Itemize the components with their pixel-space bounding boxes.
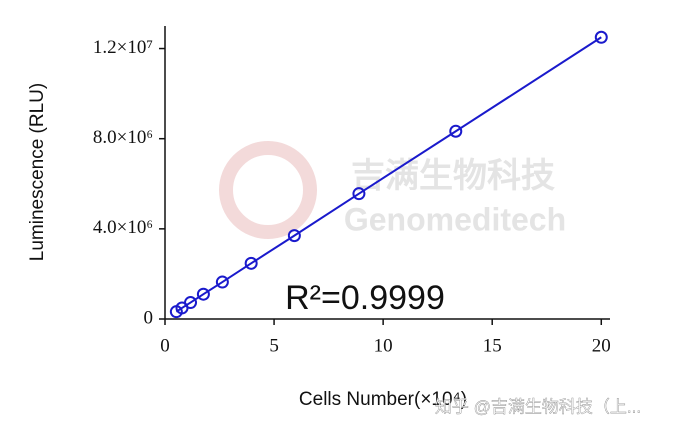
- data-point: [287, 229, 301, 243]
- y-tick-label: 1.2×10⁷: [93, 37, 153, 58]
- data-point: [449, 124, 463, 138]
- x-tick-label: 15: [483, 335, 502, 356]
- data-point: [184, 296, 198, 310]
- watermark: Genomeditech: [344, 201, 566, 237]
- x-tick-label: 20: [592, 335, 611, 356]
- x-tick-label: 5: [269, 335, 279, 356]
- data-point: [244, 256, 258, 270]
- watermark-logo: [219, 141, 317, 239]
- y-tick-label: 0: [144, 307, 154, 328]
- x-tick-label: 10: [374, 335, 393, 356]
- data-point: [215, 275, 229, 289]
- watermark: 知乎 @吉满生物科技（上...: [435, 397, 641, 416]
- y-tick-label: 4.0×10⁶: [93, 217, 153, 238]
- data-point: [594, 30, 608, 44]
- y-axis-label: Luminescence (RLU): [27, 83, 48, 261]
- y-tick-label: 8.0×10⁶: [93, 127, 153, 148]
- data-point: [196, 287, 210, 301]
- watermark: 吉满生物科技: [351, 157, 555, 195]
- annotation: R²=0.9999: [285, 279, 445, 317]
- x-tick-label: 0: [160, 335, 170, 356]
- data-point: [352, 187, 366, 201]
- x-axis-label: Cells Number(×10⁴): [299, 389, 467, 410]
